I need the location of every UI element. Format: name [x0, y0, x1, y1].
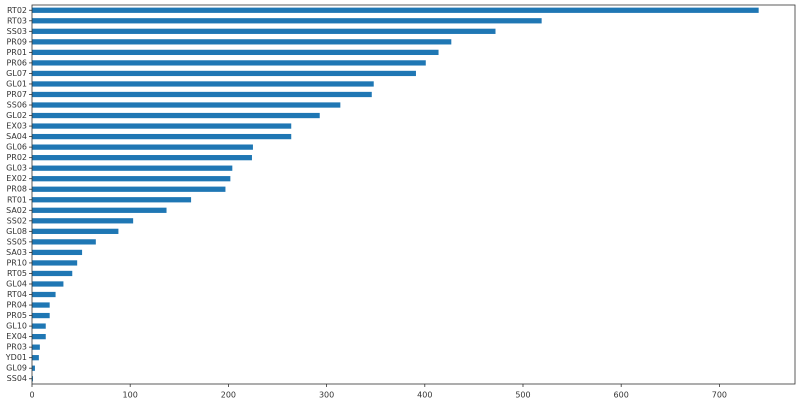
bar: [32, 323, 46, 329]
x-tick-label: 500: [515, 391, 530, 400]
y-tick-label: PR07: [6, 90, 27, 99]
y-tick-label: GL04: [6, 279, 27, 288]
bar: [32, 133, 292, 140]
y-tick-label: RT04: [7, 290, 27, 299]
bar: [32, 176, 231, 182]
y-tick-label: PR09: [6, 37, 27, 46]
y-tick-label: SS05: [7, 237, 27, 246]
y-tick-label: PR01: [6, 48, 27, 57]
bar: [32, 91, 372, 98]
y-tick-label: SA03: [6, 248, 27, 257]
x-tick-label: 300: [319, 391, 334, 400]
y-tick-label: SA04: [6, 132, 27, 141]
bar: [32, 333, 46, 340]
bar: [32, 344, 40, 350]
bar: [32, 302, 50, 308]
y-tick-label: PR06: [6, 58, 27, 67]
y-tick-label: GL09: [6, 364, 27, 373]
y-tick-label: RT05: [7, 269, 27, 278]
bar: [32, 291, 56, 298]
bar: [32, 249, 83, 256]
y-tick-label: EX04: [6, 332, 27, 341]
y-tick-label: RT01: [7, 195, 27, 204]
bar: [32, 197, 192, 203]
y-tick-label: PR03: [6, 343, 27, 352]
bar: [32, 28, 496, 34]
y-tick-label: PR05: [6, 311, 27, 320]
bar: [32, 260, 78, 266]
bar: [32, 312, 50, 319]
bar: [32, 70, 416, 77]
y-tick-label: GL02: [6, 111, 27, 120]
y-tick-label: GL10: [6, 322, 27, 331]
x-tick-label: 400: [417, 391, 432, 400]
y-tick-label: PR02: [6, 153, 27, 162]
y-tick-label: SS03: [7, 27, 27, 36]
bar: [32, 144, 253, 150]
bar: [32, 81, 374, 87]
y-tick-label: SS02: [7, 216, 27, 225]
bar: [32, 186, 226, 192]
bar: [32, 376, 33, 382]
bar: [32, 355, 39, 361]
bar: [32, 7, 759, 13]
y-tick-label: PR10: [6, 258, 27, 267]
x-tick-label: 600: [614, 391, 629, 400]
x-tick-label: 200: [221, 391, 236, 400]
bar: [32, 207, 167, 213]
x-tick-label: 700: [712, 391, 727, 400]
bar: [32, 218, 134, 224]
bar: [32, 165, 233, 171]
x-tick-label: 100: [123, 391, 138, 400]
bar: [32, 49, 439, 56]
bar: [32, 228, 119, 234]
y-tick-label: RT02: [7, 6, 27, 15]
bar: [32, 39, 452, 45]
y-tick-label: EX03: [6, 122, 27, 131]
bar: [32, 239, 96, 245]
y-tick-label: GL06: [6, 143, 27, 152]
x-tick-label: 0: [29, 391, 34, 400]
y-tick-label: YD01: [5, 353, 27, 362]
y-tick-label: SS06: [7, 101, 27, 110]
bar: [32, 155, 252, 161]
plot-frame: [31, 4, 796, 385]
y-tick-label: RT03: [7, 16, 27, 25]
bar: [32, 270, 73, 277]
bar: [32, 281, 64, 287]
bar: [32, 123, 292, 129]
y-tick-label: SA02: [6, 206, 27, 215]
bar: [32, 365, 35, 371]
bar: [32, 60, 426, 66]
y-tick-label: PR04: [6, 301, 27, 310]
y-tick-label: GL03: [6, 164, 27, 173]
y-tick-label: GL08: [6, 227, 27, 236]
y-tick-label: EX02: [6, 174, 27, 183]
y-tick-label: GL01: [6, 79, 27, 88]
y-tick-label: SS04: [7, 374, 27, 383]
y-tick-label: PR08: [6, 185, 27, 194]
bar: [32, 18, 542, 24]
bar: [32, 102, 341, 108]
bar: [32, 112, 320, 119]
y-tick-label: GL07: [6, 69, 27, 78]
